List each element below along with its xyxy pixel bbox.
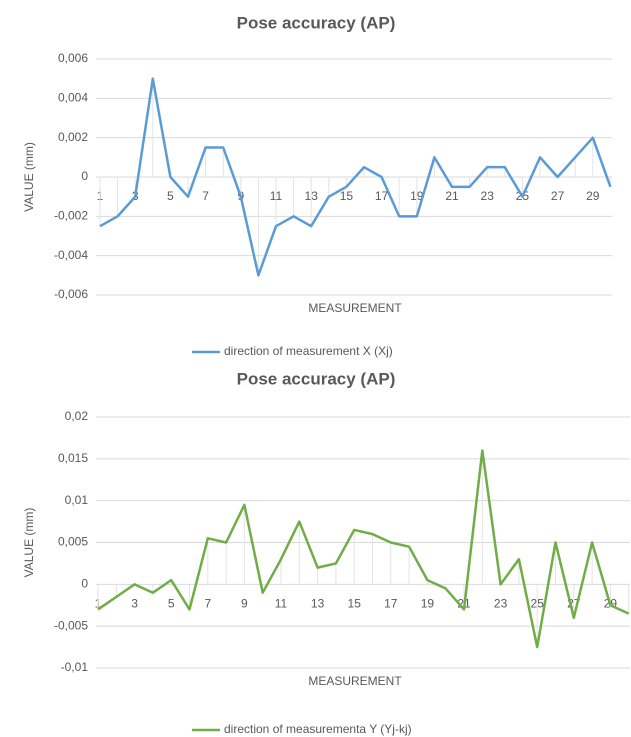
- y-axis-label: VALUE (mm): [22, 508, 36, 578]
- legend-label: direction of measurementa Y (Yj-kj): [224, 722, 412, 736]
- y-axis-label: VALUE (mm): [22, 142, 36, 212]
- x-tick-label: 19: [421, 597, 435, 611]
- y-tick-label: -0,005: [54, 618, 88, 632]
- series-line: [97, 449, 630, 649]
- x-tick-label: 15: [348, 597, 362, 611]
- legend-label: direction of measurement X (Xj): [224, 344, 393, 358]
- x-tick-label: 5: [167, 189, 174, 203]
- x-tick-label: 23: [481, 189, 495, 203]
- chart-title: Pose accuracy (AP): [237, 369, 396, 388]
- series-line: [99, 77, 612, 277]
- x-tick-label: 17: [375, 189, 389, 203]
- x-tick-label: 27: [551, 189, 565, 203]
- x-tick-label: 15: [340, 189, 354, 203]
- y-tick-label: -0,004: [54, 248, 88, 262]
- y-tick-label: 0,01: [65, 493, 89, 507]
- y-tick-label: 0,006: [58, 51, 88, 65]
- x-tick-label: 7: [204, 597, 211, 611]
- x-tick-label: 11: [275, 597, 288, 611]
- x-tick-label: 17: [384, 597, 398, 611]
- y-tick-label: 0,004: [58, 91, 88, 105]
- x-tick-label: 21: [445, 189, 459, 203]
- y-tick-label: 0,02: [65, 409, 89, 423]
- y-tick-label: -0,006: [54, 287, 88, 301]
- y-tick-label: -0,01: [61, 660, 89, 674]
- x-axis-label: MEASUREMENT: [308, 301, 402, 315]
- x-tick-label: 3: [131, 597, 138, 611]
- x-axis-label: MEASUREMENT: [308, 674, 402, 688]
- y-tick-label: 0,015: [58, 451, 88, 465]
- y-tick-label: 0: [81, 577, 88, 591]
- y-tick-label: 0,005: [58, 535, 88, 549]
- x-tick-label: 5: [168, 597, 175, 611]
- x-tick-label: 23: [494, 597, 508, 611]
- x-tick-label: 7: [202, 189, 209, 203]
- x-tick-label: 29: [586, 189, 600, 203]
- x-tick-label: 13: [311, 597, 325, 611]
- y-tick-label: 0: [81, 169, 88, 183]
- y-tick-label: -0,002: [54, 209, 88, 223]
- y-tick-label: 0,002: [58, 130, 88, 144]
- chart-title: Pose accuracy (AP): [237, 13, 396, 32]
- x-tick-label: 9: [241, 597, 248, 611]
